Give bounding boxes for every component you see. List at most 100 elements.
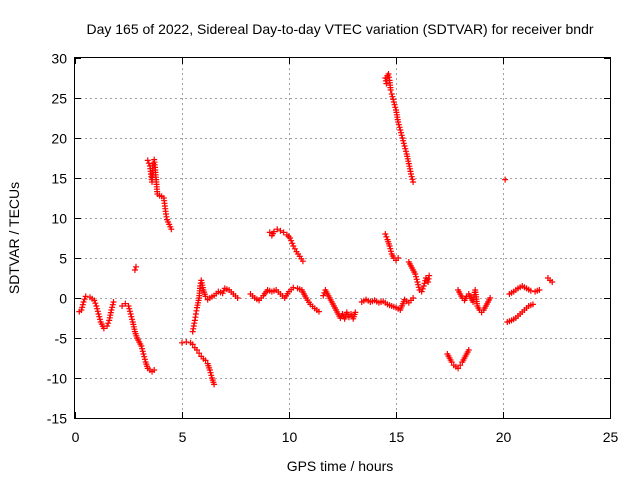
data-series bbox=[76, 71, 556, 388]
data-point bbox=[91, 297, 98, 304]
x-tick-label: 5 bbox=[179, 429, 187, 445]
data-point bbox=[131, 267, 138, 273]
data-point bbox=[383, 233, 390, 240]
data-point bbox=[412, 271, 419, 277]
x-tick-label: 0 bbox=[72, 429, 80, 445]
data-point bbox=[402, 148, 409, 155]
data-point bbox=[410, 295, 417, 301]
data-point bbox=[183, 339, 190, 345]
data-point bbox=[388, 91, 395, 97]
data-point bbox=[122, 300, 129, 307]
series-arc-2 bbox=[119, 300, 158, 375]
data-point bbox=[400, 140, 407, 147]
data-point bbox=[78, 307, 85, 313]
series-arc-1 bbox=[76, 293, 117, 332]
series-arc-13 bbox=[405, 259, 433, 295]
data-point bbox=[402, 145, 409, 152]
data-point bbox=[386, 243, 393, 249]
x-axis-label: GPS time / hours bbox=[287, 458, 394, 474]
x-tick-label: 20 bbox=[496, 429, 512, 445]
chart-title: Day 165 of 2022, Sidereal Day-to-day VTE… bbox=[86, 21, 593, 37]
series-arc-12 bbox=[382, 71, 417, 185]
y-tick-label: 0 bbox=[59, 291, 67, 307]
y-tick-label: 30 bbox=[51, 51, 67, 67]
data-point bbox=[398, 132, 405, 139]
data-point bbox=[407, 171, 414, 177]
data-point bbox=[387, 245, 394, 252]
series-arc-9 bbox=[320, 287, 359, 322]
data-point bbox=[125, 303, 132, 309]
data-point bbox=[141, 356, 148, 363]
data-point bbox=[396, 124, 403, 131]
data-point bbox=[390, 96, 397, 103]
data-point bbox=[395, 255, 402, 261]
data-point bbox=[234, 295, 241, 301]
series-arc-16 bbox=[502, 176, 509, 183]
data-point bbox=[387, 87, 394, 93]
data-point bbox=[202, 293, 209, 300]
data-point bbox=[139, 345, 146, 352]
data-point bbox=[96, 313, 103, 320]
data-point bbox=[408, 173, 415, 180]
series-arc-14 bbox=[444, 347, 472, 372]
y-tick-label: 20 bbox=[51, 131, 67, 147]
data-point bbox=[280, 229, 287, 236]
y-axis-label: SDTVAR / TECUs bbox=[6, 182, 22, 294]
data-point bbox=[179, 339, 185, 346]
data-point bbox=[79, 304, 86, 311]
data-point bbox=[271, 228, 278, 235]
series-arc-19 bbox=[544, 275, 556, 285]
data-point bbox=[415, 281, 422, 288]
data-point bbox=[465, 347, 472, 353]
data-point bbox=[196, 350, 203, 357]
data-point bbox=[94, 305, 101, 312]
data-point bbox=[392, 104, 399, 111]
data-point bbox=[420, 283, 427, 289]
data-point bbox=[421, 280, 428, 287]
data-point bbox=[549, 279, 556, 285]
y-tick-label: 5 bbox=[59, 251, 67, 267]
data-point bbox=[527, 287, 534, 294]
data-point bbox=[81, 296, 88, 303]
data-point bbox=[529, 301, 536, 308]
data-point bbox=[397, 127, 404, 133]
data-point bbox=[274, 226, 281, 233]
data-point bbox=[168, 226, 175, 233]
data-point bbox=[315, 308, 322, 315]
y-tick-label: -15 bbox=[47, 411, 67, 427]
data-point bbox=[138, 343, 145, 349]
data-point bbox=[410, 179, 417, 185]
data-point bbox=[92, 300, 99, 307]
series-arc-5 bbox=[179, 339, 218, 388]
data-point bbox=[299, 258, 306, 265]
data-point bbox=[401, 143, 408, 149]
y-tick-label: 10 bbox=[51, 211, 67, 227]
series-arc-4 bbox=[144, 156, 175, 233]
y-tick-label: -5 bbox=[55, 331, 68, 347]
data-point bbox=[413, 276, 420, 283]
data-point bbox=[132, 263, 139, 270]
series-arc-11 bbox=[382, 231, 402, 264]
data-point bbox=[79, 301, 86, 308]
data-point bbox=[140, 351, 147, 357]
data-point bbox=[487, 295, 494, 301]
data-point bbox=[126, 305, 133, 312]
data-point bbox=[207, 369, 214, 376]
data-point bbox=[119, 303, 126, 309]
data-point bbox=[211, 381, 218, 388]
data-point bbox=[108, 307, 115, 313]
series-arc-17 bbox=[504, 301, 536, 325]
plot-frame bbox=[74, 57, 611, 419]
data-point bbox=[80, 299, 87, 305]
series-arc-18 bbox=[506, 283, 543, 297]
data-point bbox=[100, 325, 107, 332]
data-point bbox=[189, 341, 196, 348]
data-point bbox=[320, 292, 327, 299]
series-arc-7 bbox=[247, 284, 322, 315]
data-point bbox=[397, 129, 404, 136]
y-tick-label: 25 bbox=[51, 91, 67, 107]
data-point bbox=[93, 303, 100, 309]
data-point bbox=[289, 240, 296, 247]
data-point bbox=[109, 304, 116, 311]
